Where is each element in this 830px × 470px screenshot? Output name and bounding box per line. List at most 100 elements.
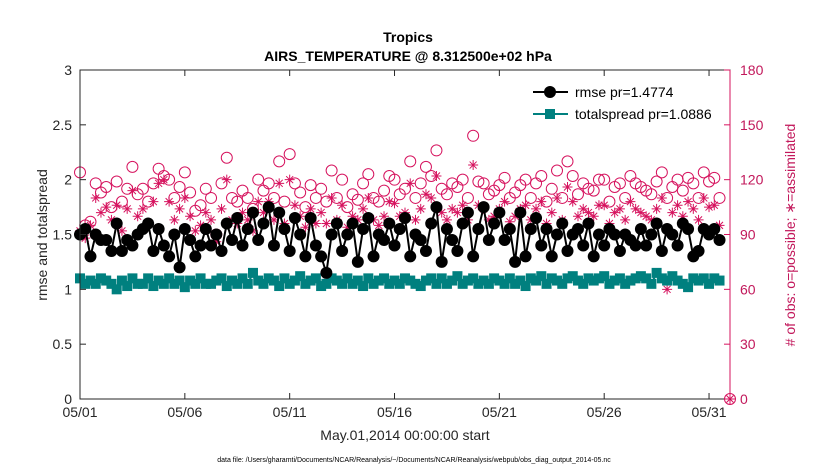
obs-assimilated-point (101, 202, 112, 213)
rmse-point (168, 228, 181, 241)
rmse-point (184, 233, 197, 246)
totalspread-point (646, 278, 657, 289)
totalspread-point (90, 278, 101, 289)
obs-possible-point (126, 160, 139, 173)
rmse-point (650, 217, 663, 230)
obs-assimilated-point (337, 200, 348, 211)
totalspread-point (693, 275, 704, 286)
totalspread-point (95, 273, 106, 284)
totalspread-point (358, 281, 369, 292)
rmse-point (587, 250, 600, 263)
obs-possible-point (378, 184, 391, 197)
rmse-point (509, 255, 522, 268)
obs-assimilated-point (635, 207, 646, 218)
x-axis-label: May.01,2014 00:00:00 start (320, 427, 490, 443)
rmse-point (451, 244, 464, 257)
totalspread-point (274, 281, 285, 292)
rmse-point (503, 223, 516, 236)
obs-assimilated-point (148, 196, 159, 207)
obs-possible-point (89, 177, 102, 190)
totalspread-point (342, 273, 353, 284)
obs-possible-point (440, 188, 453, 201)
rmse-point (336, 244, 349, 257)
obs-assimilated-point (572, 211, 583, 222)
obs-assimilated-point (562, 181, 573, 192)
totalspread-point (557, 278, 568, 289)
obs-assimilated-point (677, 211, 688, 222)
rmse-point (357, 223, 370, 236)
y2-tick-label: 150 (740, 117, 764, 133)
rmse-point (205, 239, 218, 252)
obs-assimilated-point (216, 203, 227, 214)
rmse-point (498, 233, 511, 246)
obs-assimilated-point (379, 211, 390, 222)
rmse-point (341, 228, 354, 241)
totalspread-point (158, 278, 169, 289)
totalspread-point (389, 275, 400, 286)
rmse-point (142, 217, 155, 230)
totalspread-point (352, 275, 363, 286)
totalspread-point (211, 275, 222, 286)
obs-possible-point (697, 166, 710, 179)
obs-assimilated-point (237, 207, 248, 218)
legend-box (529, 77, 723, 129)
totalspread-point (242, 278, 253, 289)
totalspread-point (688, 273, 699, 284)
totalspread-point (473, 278, 484, 289)
totalspread-point (431, 278, 442, 289)
totalspread-point (656, 273, 667, 284)
rmse-point (210, 228, 223, 241)
totalspread-point (394, 278, 405, 289)
totalspread-point (216, 273, 227, 284)
rmse-point (535, 239, 548, 252)
totalspread-point (468, 273, 479, 284)
rmse-point (598, 239, 611, 252)
obs-possible-point (325, 164, 338, 177)
y-tick-label: 1.5 (53, 227, 73, 243)
obs-assimilated-point (363, 192, 374, 203)
rmse-point (294, 228, 307, 241)
rmse-point (488, 217, 501, 230)
rmse-point (666, 228, 679, 241)
totalspread-point (289, 275, 300, 286)
obs-assimilated-point (242, 214, 253, 225)
totalspread-point (457, 278, 468, 289)
obs-possible-point (571, 188, 584, 201)
obs-possible-point (598, 173, 611, 186)
totalspread-point (667, 271, 678, 282)
totalspread-point (504, 273, 515, 284)
rmse-point (482, 233, 495, 246)
obs-assimilated-point (709, 200, 720, 211)
obs-possible-point (561, 155, 574, 168)
obs-possible-point (304, 179, 317, 192)
obs-assimilated-point (552, 192, 563, 203)
rmse-point (556, 217, 569, 230)
obs-assimilated-point (641, 211, 652, 222)
obs-assimilated-point (520, 200, 531, 211)
obs-possible-point (241, 191, 254, 204)
rmse-point (571, 223, 584, 236)
rmse-point (640, 239, 653, 252)
rmse-point (252, 233, 265, 246)
totalspread-point (620, 278, 631, 289)
rmse-point (220, 217, 233, 230)
chart-subtitle: AIRS_TEMPERATURE @ 8.312500e+02 hPa (264, 48, 552, 64)
obs-assimilated-point (289, 200, 300, 211)
obs-assimilated-point (179, 192, 190, 203)
obs-possible-point (336, 173, 349, 186)
obs-possible-point (613, 177, 626, 190)
rmse-point (79, 223, 92, 236)
totalspread-point (635, 271, 646, 282)
totalspread-point (593, 273, 604, 284)
obs-assimilated-point (662, 284, 673, 295)
rmse-point (194, 239, 207, 252)
obs-assimilated-point (431, 171, 442, 182)
rmse-point (105, 244, 118, 257)
totalspread-point (174, 275, 185, 286)
obs-assimilated-point (489, 211, 500, 222)
obs-assimilated-point (164, 196, 175, 207)
obs-assimilated-point (174, 203, 185, 214)
obs-assimilated-point (415, 203, 426, 214)
obs-assimilated-point (347, 211, 358, 222)
obs-assimilated-point (384, 196, 395, 207)
